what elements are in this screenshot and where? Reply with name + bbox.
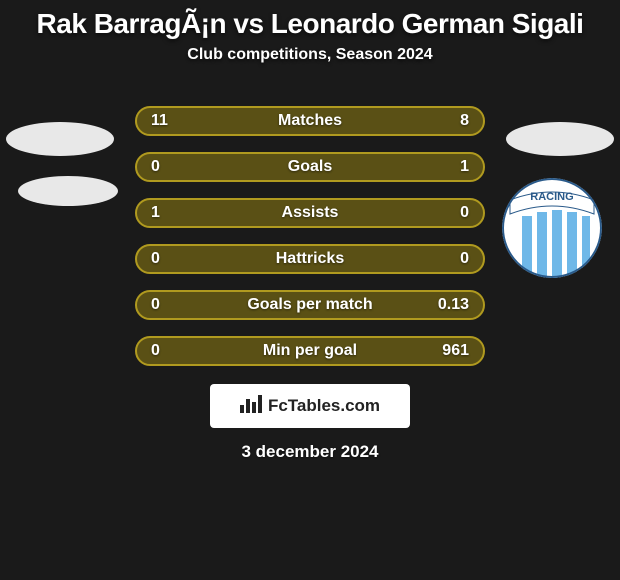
chart-icon	[240, 395, 262, 418]
stat-right-value: 1	[460, 158, 469, 176]
stat-row: 0 Min per goal 961	[135, 336, 485, 366]
stat-row: 0 Goals 1	[135, 152, 485, 182]
stat-label: Goals per match	[137, 296, 483, 314]
stat-right-value: 0.13	[438, 296, 469, 314]
stat-label: Goals	[137, 158, 483, 176]
page-subtitle: Club competitions, Season 2024	[0, 46, 620, 64]
content-wrapper: Rak BarragÃ¡n vs Leonardo German Sigali …	[0, 0, 620, 580]
page-title: Rak BarragÃ¡n vs Leonardo German Sigali	[0, 8, 620, 40]
stat-right-value: 0	[460, 204, 469, 222]
stat-right-value: 0	[460, 250, 469, 268]
stats-container: 11 Matches 8 0 Goals 1 1 Assists 0 0 Hat…	[0, 106, 620, 366]
stat-row: 11 Matches 8	[135, 106, 485, 136]
stat-label: Hattricks	[137, 250, 483, 268]
stat-right-value: 8	[460, 112, 469, 130]
fctables-logo: FcTables.com	[210, 384, 410, 428]
stat-row: 0 Goals per match 0.13	[135, 290, 485, 320]
stat-right-value: 961	[442, 342, 469, 360]
stat-row: 1 Assists 0	[135, 198, 485, 228]
stat-row: 0 Hattricks 0	[135, 244, 485, 274]
stat-label: Assists	[137, 204, 483, 222]
stat-label: Min per goal	[137, 342, 483, 360]
logo-text: FcTables.com	[268, 396, 380, 416]
date-text: 3 december 2024	[0, 442, 620, 462]
stat-label: Matches	[137, 112, 483, 130]
